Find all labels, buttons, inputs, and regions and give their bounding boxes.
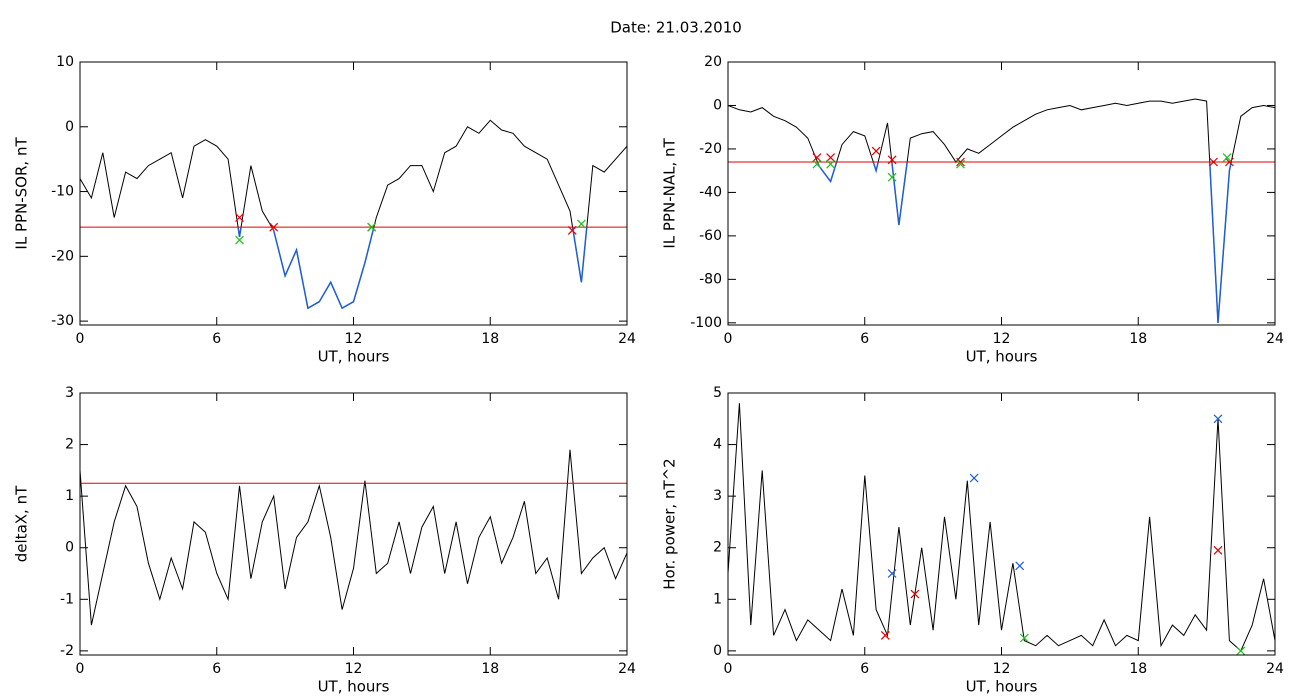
- y-tick-label: 1: [713, 591, 722, 607]
- x-tick-label: 0: [724, 331, 733, 347]
- x-marker: [826, 153, 836, 163]
- y-tick-label: 20: [704, 54, 722, 70]
- data-line: [728, 403, 1275, 652]
- below-threshold-line: [237, 227, 588, 310]
- y-tick-label: 4: [713, 437, 722, 453]
- x-marker: [887, 172, 897, 182]
- y-tick-label: -60: [699, 228, 722, 244]
- x-marker: [567, 225, 577, 235]
- x-tick-label: 18: [481, 331, 499, 347]
- plot-frame: [727, 61, 1276, 326]
- x-marker: [269, 222, 279, 232]
- x-tick-label: 24: [1266, 661, 1284, 677]
- x-axis-label: UT, hours: [318, 678, 390, 696]
- x-marker: [910, 589, 920, 599]
- x-marker: [956, 159, 965, 169]
- y-tick-label: -2: [60, 643, 74, 659]
- data-line: [80, 449, 627, 626]
- y-tick-label: -30: [51, 313, 74, 329]
- x-marker: [367, 222, 377, 232]
- y-tick-label: 1: [65, 488, 74, 504]
- x-tick-label: 0: [76, 331, 85, 347]
- x-tick-label: 0: [76, 661, 85, 677]
- y-tick-label: -20: [51, 248, 74, 264]
- y-tick-label: -1: [60, 591, 74, 607]
- plot-frame: [79, 392, 628, 656]
- y-tick-label: -20: [699, 141, 722, 157]
- x-marker: [956, 157, 965, 167]
- x-marker: [887, 569, 897, 578]
- x-axis-label: UT, hours: [318, 348, 390, 366]
- x-marker: [1209, 157, 1218, 167]
- y-axis-label: deltaX, nT: [13, 485, 31, 562]
- y-axis-label: Hor. power, nT^2: [661, 458, 679, 589]
- x-marker: [1213, 414, 1223, 424]
- x-tick-label: 6: [860, 331, 869, 347]
- x-marker: [826, 159, 836, 169]
- x-marker: [887, 155, 897, 165]
- y-axis-label: IL PPN-SOR, nT: [13, 137, 31, 250]
- y-tick-label: -80: [699, 271, 722, 287]
- x-marker: [812, 159, 822, 169]
- x-tick-label: 6: [212, 331, 221, 347]
- x-tick-label: 18: [481, 661, 499, 677]
- x-marker: [1015, 561, 1025, 571]
- x-tick-label: 12: [345, 331, 363, 347]
- x-tick-label: 24: [618, 331, 636, 347]
- x-marker: [235, 235, 244, 245]
- y-tick-label: -10: [51, 184, 74, 200]
- y-tick-label: 10: [56, 54, 74, 70]
- x-marker: [812, 153, 822, 163]
- y-axis-label: IL PPN-NAL, nT: [661, 138, 679, 249]
- x-marker: [880, 630, 890, 640]
- x-tick-label: 6: [212, 661, 221, 677]
- x-tick-label: 18: [1129, 661, 1147, 677]
- x-marker: [1213, 545, 1223, 555]
- x-marker: [1019, 633, 1029, 643]
- x-marker: [871, 146, 881, 156]
- x-marker: [1236, 646, 1246, 656]
- y-tick-label: 0: [65, 119, 74, 135]
- x-axis-label: UT, hours: [966, 348, 1038, 366]
- below-threshold-line: [816, 161, 1232, 323]
- x-axis-label: UT, hours: [966, 678, 1038, 696]
- x-tick-label: 24: [618, 661, 636, 677]
- y-tick-label: 0: [713, 643, 722, 659]
- x-marker: [1222, 153, 1232, 163]
- figure-title: Date: 21.03.2010: [610, 19, 742, 37]
- plot-frame: [727, 392, 1276, 656]
- x-tick-label: 12: [993, 331, 1011, 347]
- x-tick-label: 12: [345, 661, 363, 677]
- plot-frame: [79, 61, 628, 326]
- y-tick-label: 0: [713, 97, 722, 113]
- y-tick-label: -100: [690, 315, 722, 331]
- y-tick-label: 3: [713, 488, 722, 504]
- data-line: [80, 119, 627, 309]
- x-tick-label: 24: [1266, 331, 1284, 347]
- y-tick-label: -40: [699, 184, 722, 200]
- y-tick-label: 0: [65, 540, 74, 556]
- x-tick-label: 12: [993, 661, 1011, 677]
- x-marker: [969, 473, 979, 483]
- x-tick-label: 18: [1129, 331, 1147, 347]
- y-tick-label: 5: [713, 385, 722, 401]
- x-marker: [576, 219, 586, 229]
- x-tick-label: 6: [860, 661, 869, 677]
- x-marker: [1224, 157, 1234, 167]
- y-tick-label: 2: [713, 540, 722, 556]
- x-marker: [235, 213, 244, 222]
- y-tick-label: 3: [65, 385, 74, 401]
- x-tick-label: 0: [724, 661, 733, 677]
- data-line: [728, 98, 1275, 323]
- y-tick-label: 2: [65, 437, 74, 453]
